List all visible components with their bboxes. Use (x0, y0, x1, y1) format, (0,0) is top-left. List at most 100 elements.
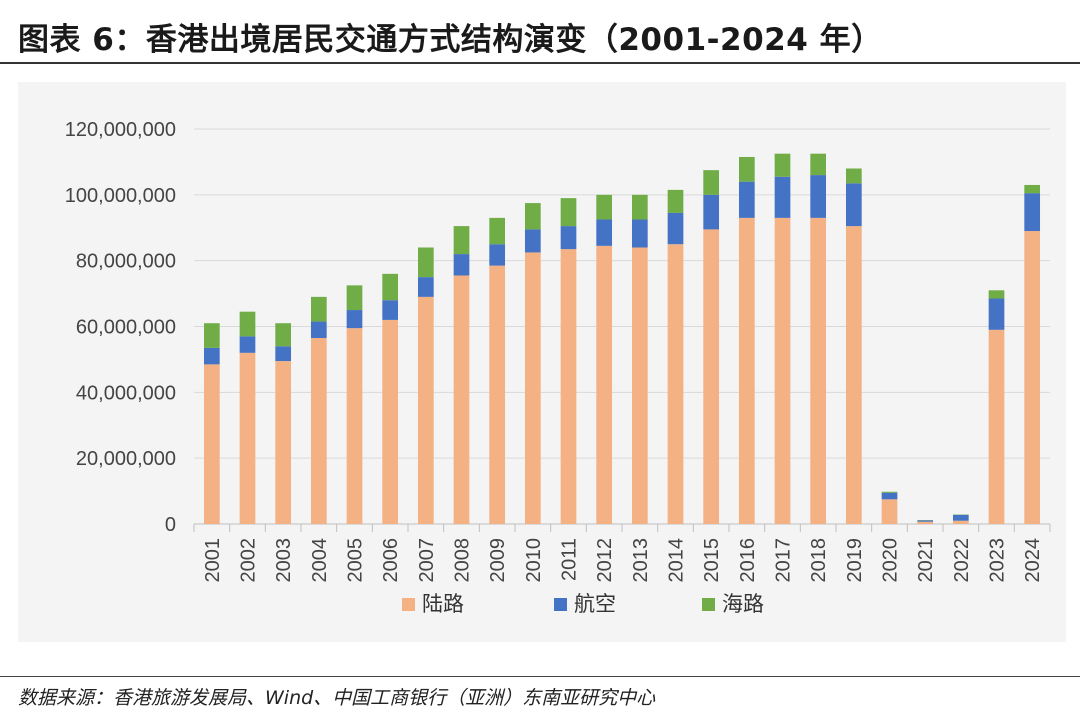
x-tick-label: 2023 (987, 538, 1009, 583)
stacked-bar-chart: 0 20,000,000 40,000,000 60,000,000 80,000,00… (65, 119, 1051, 616)
bar-air-2002 (239, 336, 256, 353)
legend-swatch-sea (702, 598, 715, 611)
bar-sea-2017 (774, 153, 791, 177)
x-tick-label: 2022 (951, 538, 973, 583)
x-tick-label: 2001 (202, 538, 224, 583)
bar-sea-2012 (596, 194, 613, 220)
source-divider (0, 676, 1080, 677)
y-tick-label: 20,000,000 (76, 448, 176, 470)
bar-land-2002 (239, 352, 256, 524)
bar-air-2012 (596, 219, 613, 246)
bar-sea-2003 (275, 323, 292, 347)
bar-air-2019 (845, 183, 862, 227)
bar-sea-2014 (667, 189, 684, 213)
bar-air-2021 (917, 520, 934, 522)
bar-air-2022 (952, 514, 969, 521)
x-axis-ticks: 2001 2002 2003 2004 2005 2006 2007 2008 2009 2010… (193, 524, 1051, 583)
bar-land-2011 (560, 249, 577, 525)
bar-air-2005 (346, 310, 363, 329)
bar-land-2012 (596, 245, 613, 524)
bar-air-2014 (667, 212, 684, 245)
bar-land-2024 (1024, 231, 1041, 524)
bar-air-2015 (703, 194, 720, 230)
x-tick-label: 2007 (416, 538, 438, 583)
bar-air-2013 (631, 219, 648, 248)
x-tick-label: 2014 (666, 538, 688, 583)
x-tick-label: 2018 (808, 538, 830, 583)
bar-air-2009 (489, 244, 506, 266)
bar-sea-2011 (560, 198, 577, 227)
x-tick-label: 2012 (594, 538, 616, 583)
bar-sea-2008 (453, 226, 470, 255)
legend: 陆路 航空 海路 (402, 592, 764, 616)
bar-sea-2009 (489, 217, 506, 245)
x-tick-label: 2024 (1022, 538, 1044, 583)
bar-land-2019 (845, 226, 862, 524)
bar-land-2018 (810, 217, 827, 524)
x-tick-label: 2003 (273, 538, 295, 583)
y-tick-label: 60,000,000 (76, 317, 176, 339)
bar-sea-2005 (346, 285, 363, 311)
bar-land-2003 (275, 361, 292, 524)
bar-air-2004 (310, 321, 327, 339)
bar-sea-2019 (845, 168, 862, 184)
legend-label-land: 陆路 (422, 592, 464, 616)
bar-air-2023 (988, 298, 1005, 330)
bar-land-2022 (952, 520, 969, 524)
bar-sea-2013 (631, 194, 648, 220)
bar-air-2017 (774, 176, 791, 218)
bar-air-2016 (738, 181, 755, 218)
bar-land-2006 (382, 319, 399, 524)
bar-land-2005 (346, 328, 363, 524)
x-tick-label: 2006 (380, 538, 402, 583)
bar-land-2015 (703, 229, 720, 525)
x-tick-label: 2020 (880, 538, 902, 583)
x-tick-label: 2021 (915, 538, 937, 583)
x-tick-label: 2010 (523, 538, 545, 583)
legend-swatch-land (402, 598, 415, 611)
bar-land-2007 (417, 296, 434, 524)
bar-air-2010 (524, 229, 541, 253)
x-tick-label: 2009 (487, 538, 509, 583)
bar-sea-2023 (988, 290, 1005, 299)
bar-land-2008 (453, 275, 470, 524)
bar-land-2004 (310, 338, 327, 524)
x-tick-label: 2005 (345, 538, 367, 583)
y-tick-label: 100,000,000 (65, 185, 176, 207)
x-tick-label: 2011 (559, 538, 581, 581)
chart-panel: 0 20,000,000 40,000,000 60,000,000 80,000,00… (18, 82, 1066, 642)
legend-swatch-air (554, 598, 567, 611)
bar-air-2007 (417, 277, 434, 297)
bar-air-2006 (382, 300, 399, 320)
bar-land-2001 (203, 364, 220, 524)
legend-label-air: 航空 (574, 592, 616, 616)
x-tick-label: 2004 (309, 538, 331, 583)
bar-sea-2018 (810, 153, 827, 176)
bar-air-2008 (453, 254, 470, 276)
x-tick-label: 2008 (452, 538, 474, 583)
bar-sea-2006 (382, 273, 399, 301)
x-tick-label: 2002 (238, 538, 260, 583)
bar-sea-2024 (1024, 184, 1041, 194)
bar-sea-2016 (738, 156, 755, 182)
bar-sea-2010 (524, 203, 541, 230)
bar-sea-2004 (310, 296, 327, 322)
bar-air-2024 (1024, 193, 1041, 232)
bar-air-2011 (560, 226, 577, 250)
page-title: 图表 6：香港出境居民交通方式结构演变（2001-2024 年） (18, 22, 883, 58)
y-tick-label: 80,000,000 (76, 251, 176, 273)
bar-sea-2015 (703, 170, 720, 195)
bar-air-2003 (275, 346, 292, 362)
bar-sea-2007 (417, 247, 434, 278)
bar-land-2020 (881, 499, 898, 524)
source-note: 数据来源：香港旅游发展局、Wind、中国工商银行（亚洲）东南亚研究中心 (18, 687, 656, 709)
x-tick-label: 2016 (737, 538, 759, 583)
x-tick-label: 2019 (844, 538, 866, 583)
bar-sea-2001 (203, 323, 220, 348)
x-tick-label: 2013 (630, 538, 652, 583)
bar-sea-2002 (239, 311, 256, 337)
legend-label-sea: 海路 (722, 592, 764, 616)
bar-air-2018 (810, 175, 827, 218)
y-axis-ticks: 0 20,000,000 40,000,000 60,000,000 80,000,00… (65, 119, 176, 536)
bar-land-2009 (489, 265, 506, 524)
